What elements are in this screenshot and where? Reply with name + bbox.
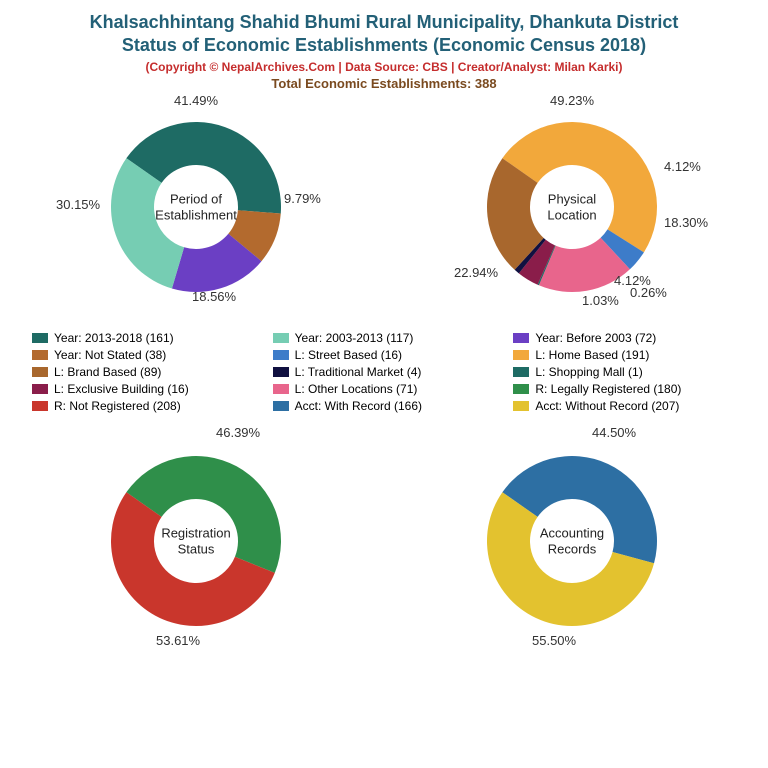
chart-accounting: AccountingRecords 44.50%55.50%: [388, 431, 756, 651]
pct-label: 44.50%: [592, 425, 636, 440]
pct-label: 4.12%: [664, 159, 701, 174]
legend-text: L: Traditional Market (4): [295, 365, 422, 379]
legend-text: Year: Not Stated (38): [54, 348, 166, 362]
pct-label: 41.49%: [174, 93, 218, 108]
legend-item: R: Not Registered (208): [32, 399, 255, 413]
legend-swatch: [32, 350, 48, 360]
pct-label: 49.23%: [550, 93, 594, 108]
total-line: Total Economic Establishments: 388: [12, 76, 756, 91]
chart-registration: RegistrationStatus 46.39%53.61%: [12, 431, 380, 651]
legend-swatch: [32, 384, 48, 394]
legend-text: R: Legally Registered (180): [535, 382, 681, 396]
legend-swatch: [513, 367, 529, 377]
legend-swatch: [273, 350, 289, 360]
pct-label: 55.50%: [532, 633, 576, 648]
pct-label: 30.15%: [56, 197, 100, 212]
legend-text: Year: Before 2003 (72): [535, 331, 656, 345]
legend-item: L: Street Based (16): [273, 348, 496, 362]
pct-label: 46.39%: [216, 425, 260, 440]
copyright-line: (Copyright © NepalArchives.Com | Data So…: [12, 60, 756, 74]
legend-swatch: [32, 401, 48, 411]
legend-swatch: [32, 367, 48, 377]
legend-item: Acct: With Record (166): [273, 399, 496, 413]
legend-text: Acct: With Record (166): [295, 399, 422, 413]
legend-item: Year: Before 2003 (72): [513, 331, 736, 345]
legend-swatch: [513, 401, 529, 411]
legend-swatch: [273, 401, 289, 411]
pct-label: 18.30%: [664, 215, 708, 230]
legend-text: Year: 2013-2018 (161): [54, 331, 174, 345]
legend-swatch: [273, 333, 289, 343]
pct-label: 22.94%: [454, 265, 498, 280]
legend-swatch: [273, 367, 289, 377]
center-label-period: Period ofEstablishment: [155, 191, 237, 222]
legend-text: L: Home Based (191): [535, 348, 649, 362]
legend-item: L: Other Locations (71): [273, 382, 496, 396]
legend-item: Year: 2003-2013 (117): [273, 331, 496, 345]
chart-period: Period ofEstablishment 41.49%9.79%18.56%…: [12, 97, 380, 317]
legend-text: R: Not Registered (208): [54, 399, 181, 413]
legend-text: L: Street Based (16): [295, 348, 402, 362]
legend-item: R: Legally Registered (180): [513, 382, 736, 396]
center-label-registration: RegistrationStatus: [161, 525, 230, 556]
legend-swatch: [32, 333, 48, 343]
legend-swatch: [273, 384, 289, 394]
charts-grid: Period ofEstablishment 41.49%9.79%18.56%…: [12, 97, 756, 651]
legend-item: Acct: Without Record (207): [513, 399, 736, 413]
legend-swatch: [513, 384, 529, 394]
pct-label: 4.12%: [614, 273, 651, 288]
center-label-accounting: AccountingRecords: [540, 525, 604, 556]
title-line2: Status of Economic Establishments (Econo…: [12, 35, 756, 56]
pct-label: 53.61%: [156, 633, 200, 648]
title-line1: Khalsachhintang Shahid Bhumi Rural Munic…: [12, 12, 756, 33]
chart-location: PhysicalLocation 49.23%4.12%18.30%0.26%4…: [388, 97, 756, 317]
legend-item: L: Brand Based (89): [32, 365, 255, 379]
legend-item: Year: Not Stated (38): [32, 348, 255, 362]
legend-text: L: Brand Based (89): [54, 365, 161, 379]
legend-text: Year: 2003-2013 (117): [295, 331, 414, 345]
legend-item: Year: 2013-2018 (161): [32, 331, 255, 345]
legend-text: L: Shopping Mall (1): [535, 365, 642, 379]
legend-swatch: [513, 350, 529, 360]
legend: Year: 2013-2018 (161) Year: 2003-2013 (11…: [12, 325, 756, 423]
legend-item: L: Traditional Market (4): [273, 365, 496, 379]
pct-label: 1.03%: [582, 293, 619, 308]
legend-item: L: Shopping Mall (1): [513, 365, 736, 379]
legend-swatch: [513, 333, 529, 343]
legend-text: Acct: Without Record (207): [535, 399, 679, 413]
legend-text: L: Other Locations (71): [295, 382, 418, 396]
pct-label: 9.79%: [284, 191, 321, 206]
pct-label: 18.56%: [192, 289, 236, 304]
legend-item: L: Home Based (191): [513, 348, 736, 362]
legend-text: L: Exclusive Building (16): [54, 382, 189, 396]
donut-slice: [111, 158, 184, 288]
center-label-location: PhysicalLocation: [547, 191, 596, 222]
legend-item: L: Exclusive Building (16): [32, 382, 255, 396]
